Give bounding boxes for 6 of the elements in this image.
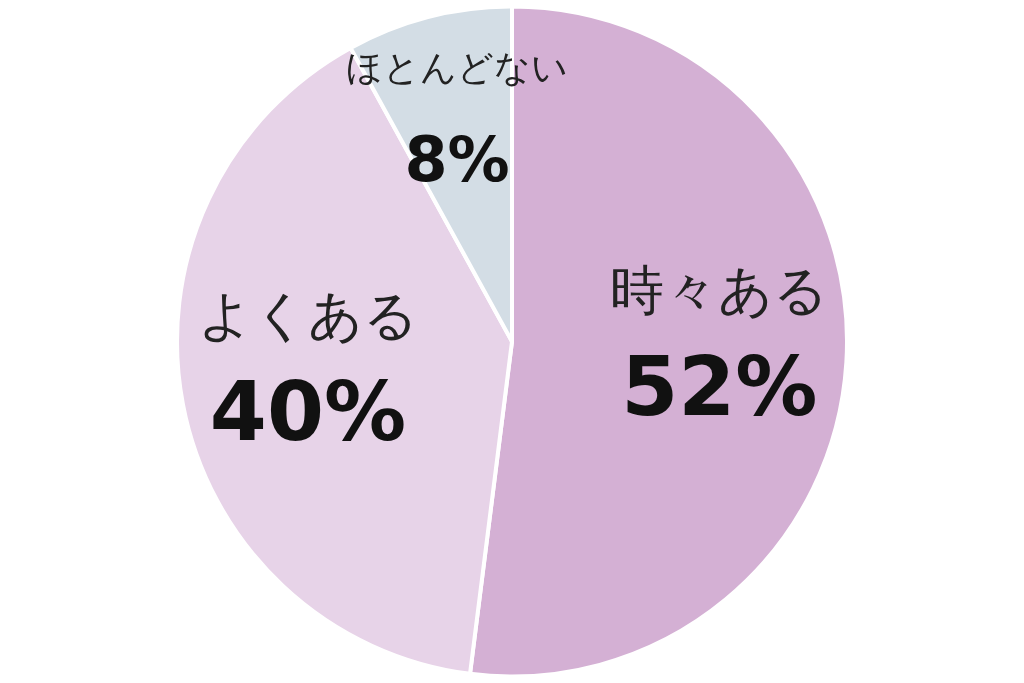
data-label: 40%: [209, 364, 407, 460]
slice-label: よくある: [197, 284, 418, 348]
slice-label: ほとんどない: [346, 47, 569, 89]
slice-label: 時々ある: [610, 258, 829, 322]
data-label: 8%: [404, 123, 510, 197]
data-label: 52%: [621, 338, 818, 434]
